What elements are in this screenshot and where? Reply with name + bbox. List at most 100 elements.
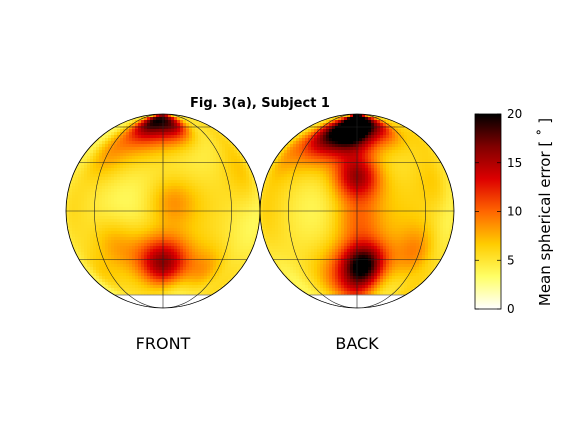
heat-cell [237, 162, 241, 166]
heat-cell [198, 195, 202, 199]
heat-cell [108, 144, 112, 148]
heat-cell [240, 252, 244, 256]
heat-cell [395, 132, 399, 136]
heat-cell [299, 162, 303, 166]
heat-cell [165, 285, 169, 289]
heat-cell [290, 174, 294, 178]
heat-cell [234, 183, 238, 187]
heat-cell [150, 183, 154, 187]
heat-cell [183, 231, 187, 235]
heat-cell [272, 177, 276, 181]
heat-cell [183, 234, 187, 238]
heat-cell [123, 213, 127, 217]
heat-cell [293, 147, 297, 151]
heat-cell [311, 207, 315, 211]
heat-cell [162, 204, 166, 208]
heat-cell [258, 213, 260, 217]
heat-cell [135, 126, 139, 130]
heat-cell [368, 156, 372, 160]
heat-cell [225, 264, 229, 268]
heat-cell [192, 207, 196, 211]
heat-cell [446, 207, 450, 211]
heat-cell [189, 144, 193, 148]
heat-cell [207, 201, 211, 205]
heat-cell [347, 129, 351, 133]
heat-cell [171, 150, 175, 154]
heat-cell [207, 246, 211, 250]
heat-cell [410, 150, 414, 154]
heat-cell [243, 249, 247, 253]
heat-cell [186, 252, 190, 256]
heat-cell [90, 171, 94, 175]
heat-cell [123, 126, 127, 130]
heat-cell [114, 237, 118, 241]
heat-cell [156, 114, 160, 118]
heat-cell [204, 228, 208, 232]
heat-cell [222, 192, 226, 196]
heat-cell [204, 225, 208, 229]
heat-cell [368, 174, 372, 178]
heat-cell [356, 141, 360, 145]
heat-cell [234, 264, 238, 268]
heat-cell [416, 135, 420, 139]
heat-cell [302, 129, 306, 133]
heat-cell [147, 186, 151, 190]
heat-cell [192, 123, 196, 127]
heat-cell [222, 267, 226, 271]
heat-cell [219, 180, 223, 184]
heat-cell [183, 243, 187, 247]
heat-cell [126, 273, 130, 277]
heat-cell [431, 171, 435, 175]
heat-cell [120, 147, 124, 151]
heat-cell [216, 138, 220, 142]
heat-cell [141, 228, 145, 232]
heat-cell [186, 171, 190, 175]
heat-cell [147, 243, 151, 247]
heat-cell [141, 180, 145, 184]
heat-cell [186, 204, 190, 208]
heat-cell [189, 117, 193, 121]
heat-cell [386, 204, 390, 208]
heat-cell [338, 147, 342, 151]
heat-cell [123, 156, 127, 160]
heat-cell [117, 129, 121, 133]
heat-cell [293, 204, 297, 208]
heat-cell [222, 174, 226, 178]
heat-cell [177, 267, 181, 271]
heat-cell [102, 276, 106, 280]
heat-cell [126, 270, 130, 274]
heat-cell [201, 267, 205, 271]
heat-cell [359, 132, 363, 136]
heat-cell [335, 177, 339, 181]
heat-cell [186, 246, 190, 250]
heat-cell [243, 246, 247, 250]
heat-cell [446, 198, 450, 202]
heat-cell [84, 249, 88, 253]
heat-cell [81, 219, 85, 223]
heat-cell [443, 180, 447, 184]
heat-cell [413, 132, 417, 136]
heat-cell [153, 162, 157, 166]
heat-cell [353, 192, 357, 196]
heat-cell [72, 213, 76, 217]
heat-cell [192, 246, 196, 250]
heat-cell [123, 147, 127, 151]
heat-cell [222, 279, 226, 283]
heat-cell [90, 195, 94, 199]
heat-cell [162, 144, 166, 148]
heat-cell [326, 210, 330, 214]
heat-cell [216, 219, 220, 223]
heat-cell [159, 138, 163, 142]
heat-cell [180, 222, 184, 226]
heat-cell [207, 273, 211, 277]
heat-cell [180, 243, 184, 247]
heat-cell [99, 225, 103, 229]
heat-cell [240, 174, 244, 178]
heat-cell [183, 138, 187, 142]
heat-cell [153, 183, 157, 187]
heat-cell [186, 174, 190, 178]
heat-cell [156, 237, 160, 241]
heat-cell [129, 204, 133, 208]
heat-cell [72, 228, 76, 232]
heat-cell [252, 201, 256, 205]
